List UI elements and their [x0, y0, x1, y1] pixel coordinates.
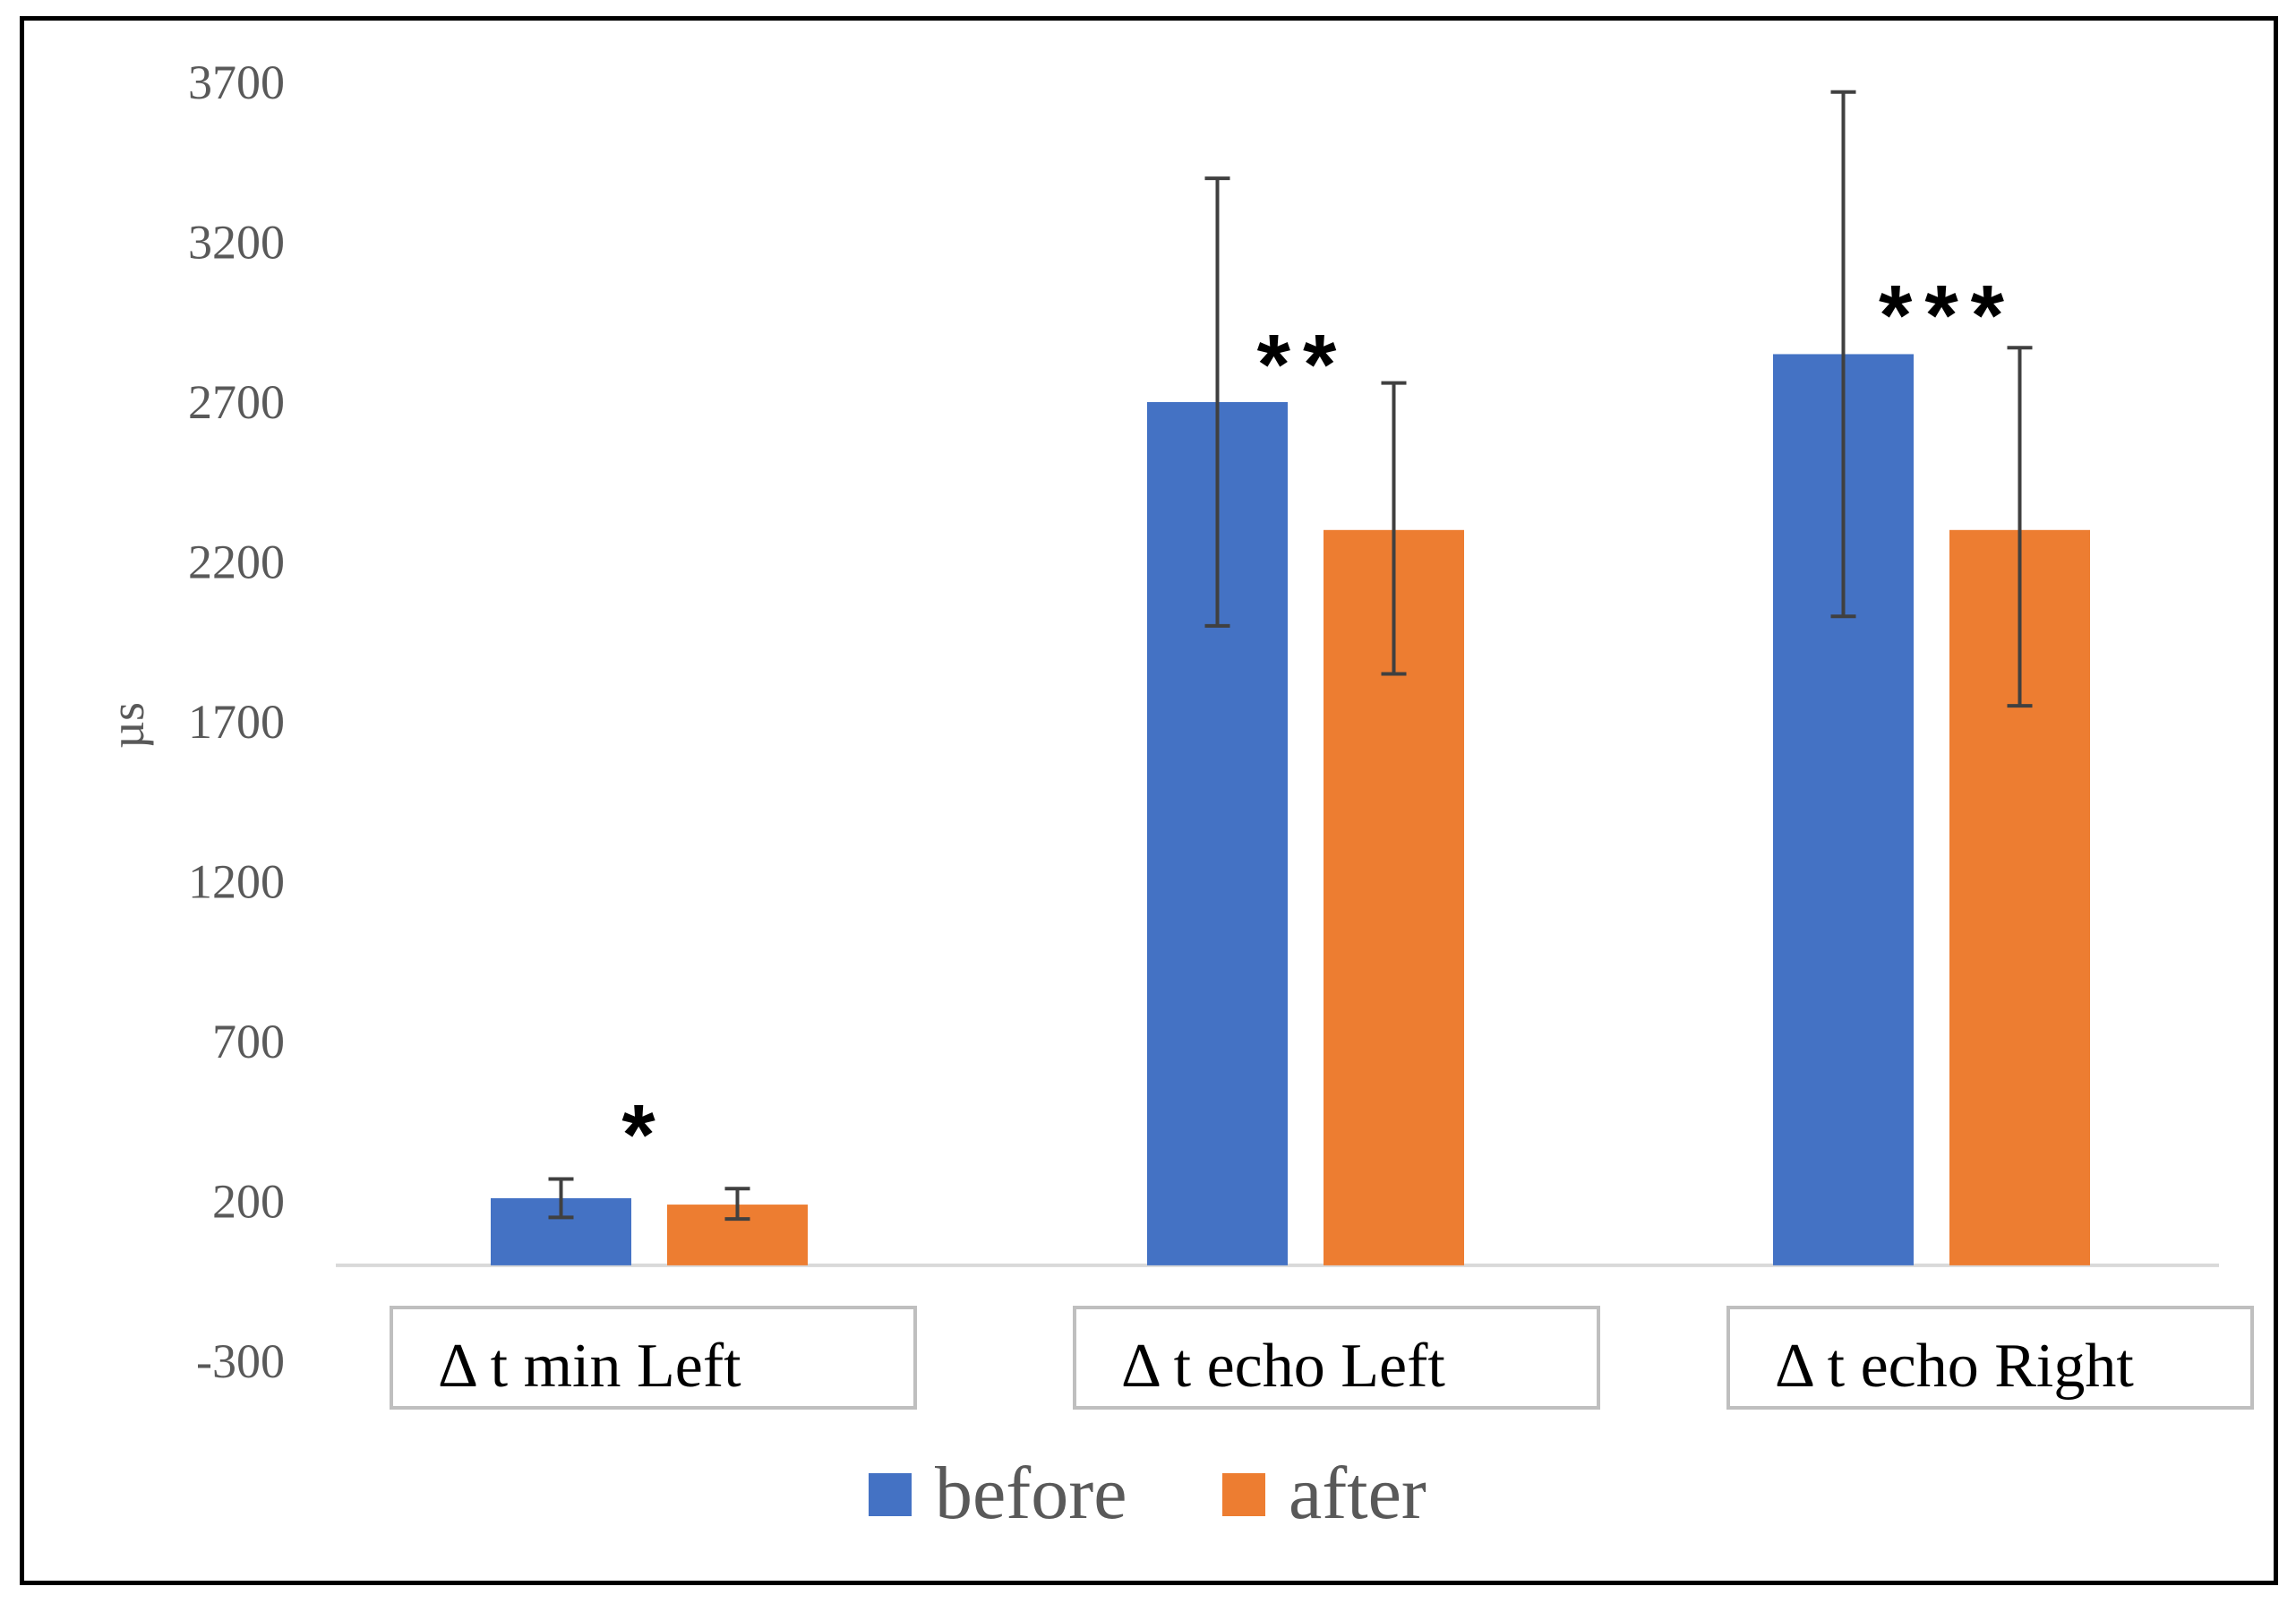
category-label: Δ t echo Left [1121, 1332, 1445, 1401]
y-tick-label: 2700 [188, 375, 285, 429]
error-bars [548, 90, 2033, 1222]
category-labels: Δ t min Left Δ t echo Left Δ t echo Right [390, 1306, 2254, 1410]
legend-label-before: before [935, 1452, 1127, 1535]
significance-annotations: ****** [621, 268, 2017, 1183]
category-label-box [1726, 1306, 2254, 1410]
y-tick-label: 1200 [188, 855, 285, 909]
y-axis-title: µs [100, 702, 154, 749]
y-tick-label: 3700 [188, 56, 285, 109]
legend-swatch-before [869, 1473, 912, 1516]
y-tick-label: 700 [212, 1015, 285, 1068]
significance-annotation: *** [1879, 268, 2017, 364]
y-tick-label: 1700 [188, 695, 285, 749]
y-tick-label: 3200 [188, 216, 285, 270]
category-label-box [1073, 1306, 1600, 1410]
y-tick-label: 2200 [188, 536, 285, 589]
y-tick-label: -300 [196, 1334, 285, 1388]
category-label: Δ t echo Right [1775, 1332, 2134, 1401]
category-label: Δ t min Left [438, 1332, 741, 1401]
legend-swatch-after [1222, 1473, 1265, 1516]
legend: before after [869, 1452, 1426, 1535]
significance-annotation: ** [1257, 317, 1349, 413]
bars [491, 354, 2090, 1265]
legend-label-after: after [1289, 1452, 1426, 1535]
y-tick-label: 200 [212, 1175, 285, 1229]
y-tick-labels: -300 200 700 1200 1700 2200 2700 3200 3700 [188, 56, 285, 1388]
category-label-box [390, 1306, 917, 1410]
significance-annotation: * [621, 1087, 667, 1183]
